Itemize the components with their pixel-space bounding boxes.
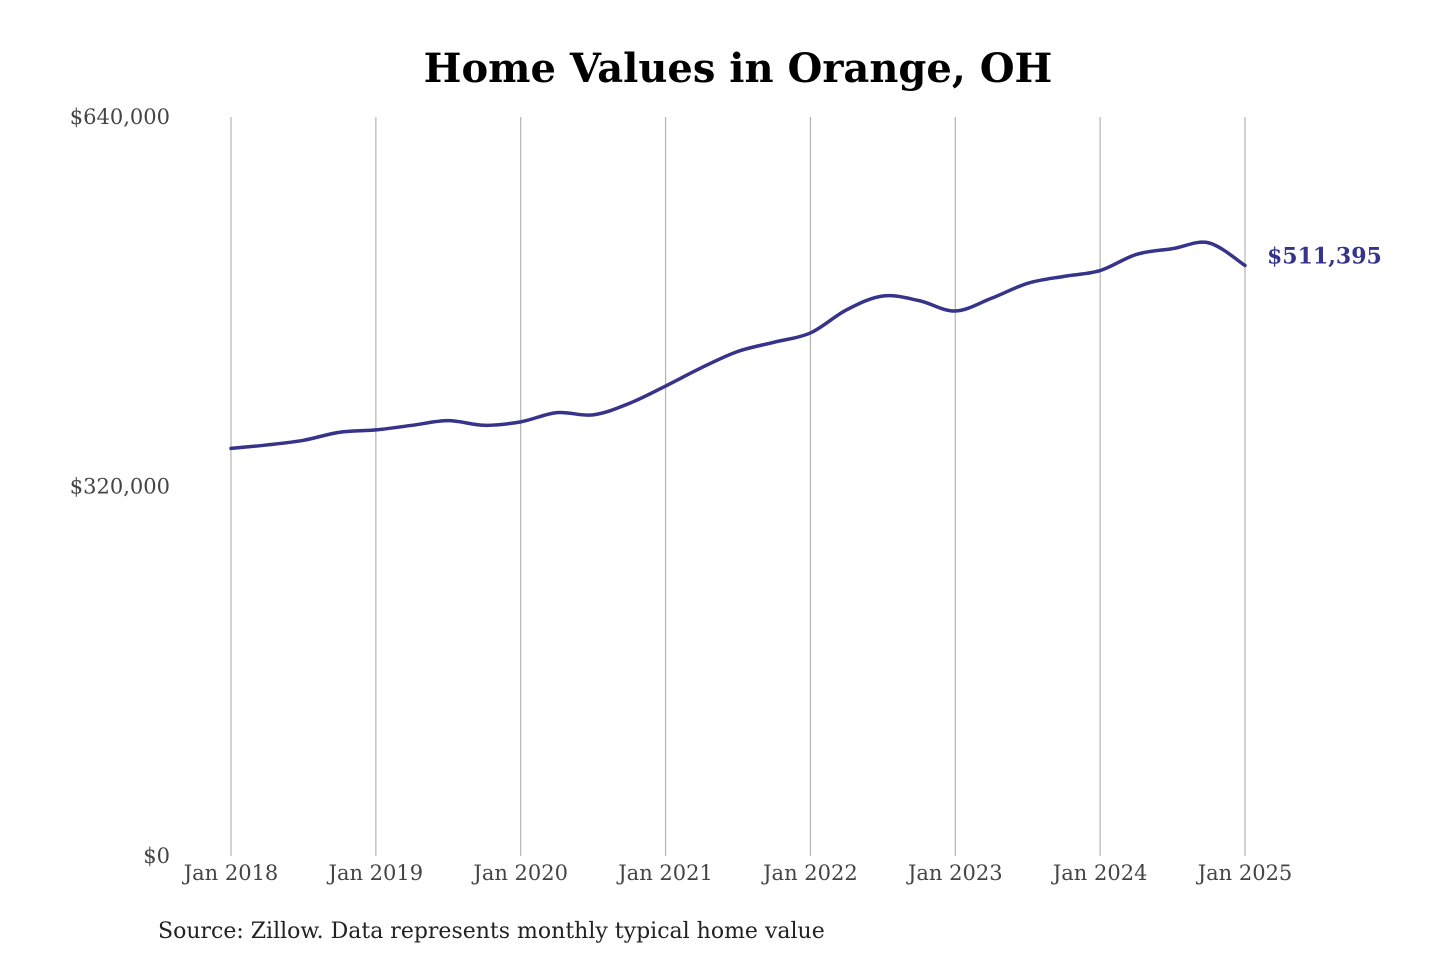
y-tick-label-2: $640,000 [70,105,170,129]
x-tick-label-1: Jan 2019 [327,861,424,885]
x-tick-label-2: Jan 2020 [471,861,568,885]
x-tick-label-7: Jan 2025 [1196,861,1293,885]
end-value-label: $511,395 [1267,243,1382,269]
gridlines [230,117,1246,856]
x-tick-label-6: Jan 2024 [1051,861,1148,885]
series-line-0 [229,240,1247,451]
y-axis-ticks: $0 $320,000 $640,000 [70,105,170,868]
y-tick-label-1: $320,000 [70,475,170,499]
x-tick-label-5: Jan 2023 [906,861,1003,885]
y-tick-label-0: $0 [143,844,170,868]
source-note: Source: Zillow. Data represents monthly … [158,919,825,944]
x-tick-label-4: Jan 2022 [761,861,858,885]
x-axis-ticks: Jan 2018 Jan 2019 Jan 2020 Jan 2021 Jan 2022… [182,861,1293,885]
chart-title: Home Values in Orange, OH [424,45,1053,92]
x-tick-label-0: Jan 2018 [182,861,279,885]
x-tick-label-3: Jan 2021 [616,861,713,885]
series-layer [229,240,1247,451]
